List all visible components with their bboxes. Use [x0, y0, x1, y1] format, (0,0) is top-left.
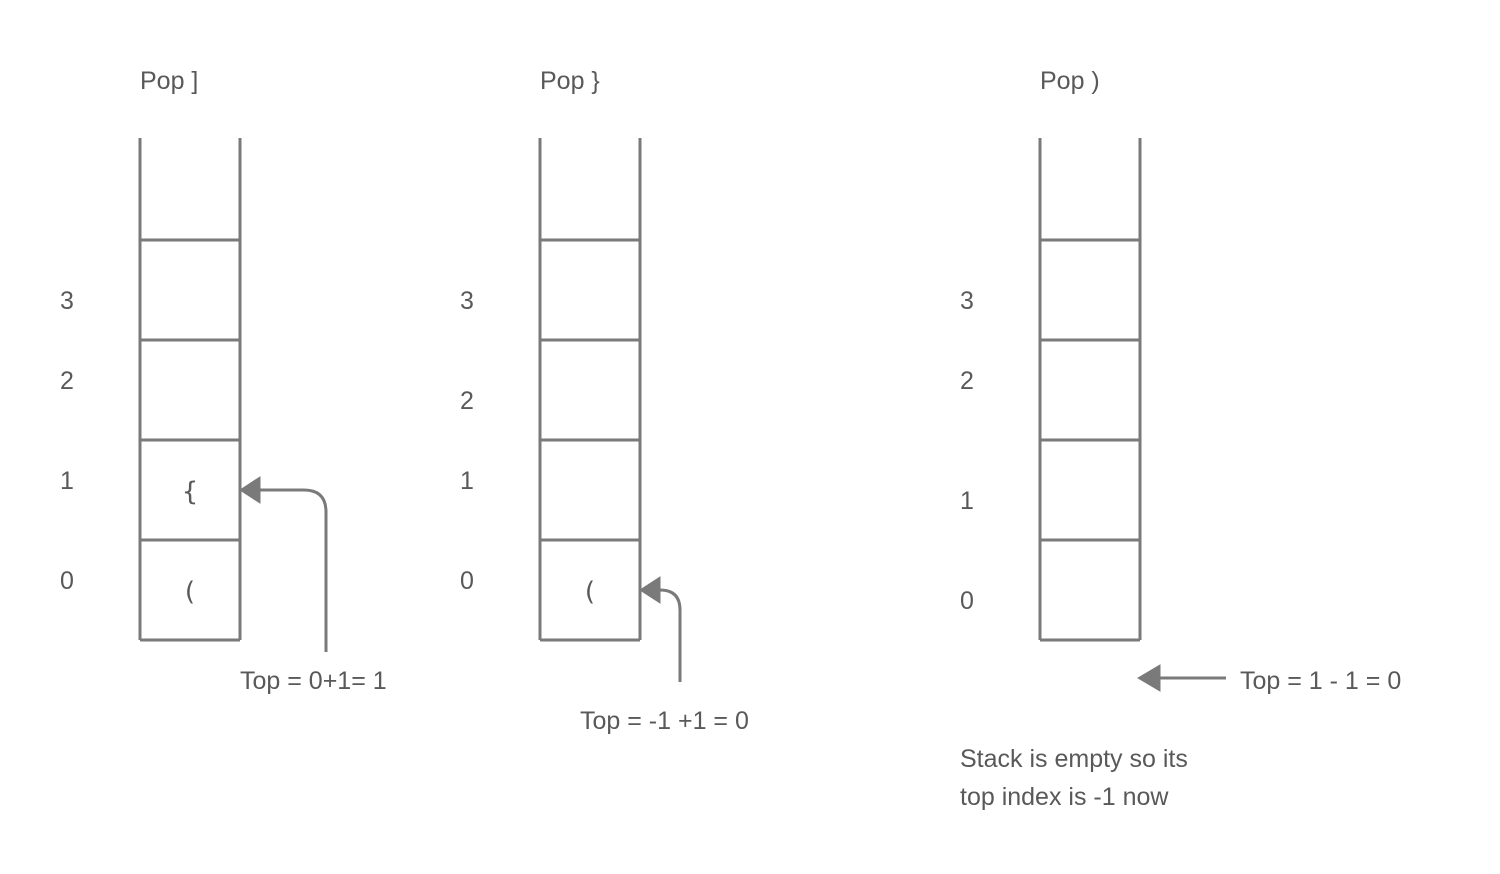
stack-2-top-arrow [659, 588, 682, 682]
panel-1-top-label: Top = 0+1= 1 [240, 667, 387, 695]
panel-2-index-3: 3 [460, 287, 474, 315]
panel-1-index-0: 0 [60, 567, 74, 595]
panel-1-index-2: 2 [60, 367, 74, 395]
panel-2-index-0: 0 [460, 567, 474, 595]
panel-3-index-1: 1 [960, 487, 974, 515]
stack-2-arrow-head [639, 576, 661, 604]
panel-1-title: Pop ] [140, 67, 199, 95]
panel-2-title: Pop } [540, 67, 600, 95]
stack-2 [538, 138, 682, 682]
panel-1-index-1: 1 [60, 467, 74, 495]
panel-2-top-label: Top = -1 +1 = 0 [580, 707, 749, 735]
panel-2-cell-0-value: ( [584, 577, 596, 607]
stack-1-top-arrow [258, 488, 328, 652]
panel-3-index-0: 0 [960, 587, 974, 615]
stack-3 [1038, 138, 1226, 692]
stack-1-arrow-head [239, 476, 261, 504]
panel-3-index-3: 3 [960, 287, 974, 315]
panel-3-index-2: 2 [960, 367, 974, 395]
panel-3-note-line-2: top index is -1 now [960, 783, 1169, 811]
panel-3-top-label: Top = 1 - 1 = 0 [1240, 667, 1402, 695]
panel-1-cell-1-value: { [181, 477, 199, 507]
panel-1-index-3: 3 [60, 287, 74, 315]
stack-1 [138, 138, 328, 652]
stack-3-arrow-head [1137, 664, 1161, 692]
panel-3-note-line-1: Stack is empty so its [960, 745, 1188, 773]
panel-2-index-2: 2 [460, 387, 474, 415]
panel-1-cell-0-value: ( [184, 577, 196, 607]
panel-3-title: Pop ) [1040, 67, 1100, 95]
panel-2-index-1: 1 [460, 467, 474, 495]
